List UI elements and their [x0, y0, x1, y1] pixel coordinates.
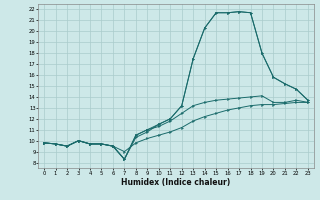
X-axis label: Humidex (Indice chaleur): Humidex (Indice chaleur) [121, 178, 231, 187]
